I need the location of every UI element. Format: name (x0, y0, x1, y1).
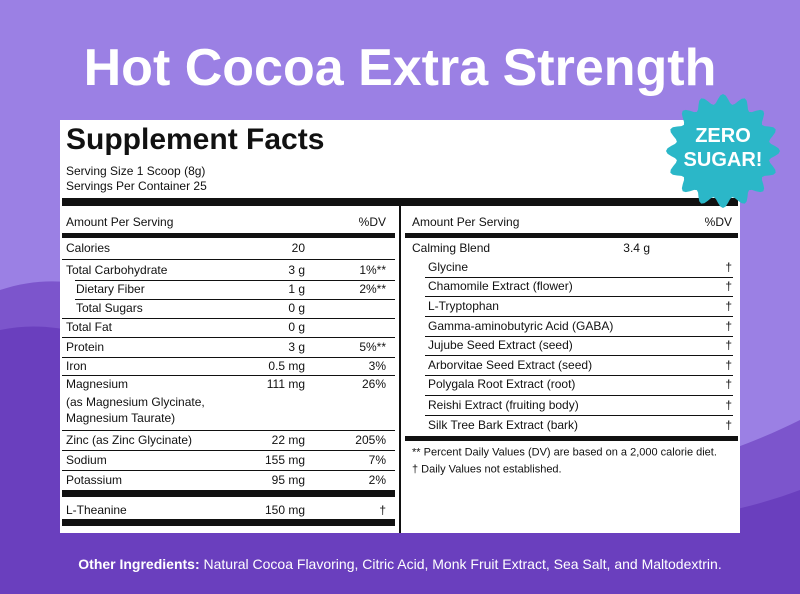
nutrient-amount: 0 g (288, 320, 305, 334)
panel-heading: Supplement Facts (66, 123, 325, 156)
badge-text: ZERO (695, 125, 751, 147)
thick-rule (62, 233, 395, 238)
row-rule (425, 296, 733, 297)
nutrient-dv: 26% (361, 377, 386, 391)
nutrient-name: Calories (66, 241, 111, 255)
nutrient-name: Magnesium (66, 377, 129, 391)
nutrient-name: Sodium (66, 453, 107, 467)
nutrient-name: Iron (66, 359, 87, 373)
nutrient-name: Total Fat (66, 320, 113, 334)
column-divider (399, 206, 401, 533)
nutrient-amount: 111 mg (266, 377, 305, 391)
blend-item-dv: † (725, 299, 732, 313)
nutrient-dv: 2% (368, 473, 386, 487)
blend-item: Polygala Root Extract (root) (428, 377, 576, 391)
badge: ZERO SUGAR! (666, 94, 780, 208)
nutrient-amount: 155 mg (264, 453, 305, 467)
blend-item-dv: † (725, 418, 732, 432)
blend-item-dv: † (725, 260, 732, 274)
thick-rule (405, 233, 738, 238)
nutrient-amount: 22 mg (271, 433, 305, 447)
nutrient-name: Protein (66, 340, 105, 354)
blend-item: Jujube Seed Extract (seed) (428, 338, 573, 352)
blend-item-dv: † (725, 338, 732, 352)
blend-item-dv: † (725, 279, 732, 293)
title: Hot Cocoa Extra Strength (83, 39, 717, 97)
row-rule (62, 259, 395, 260)
nutrient-name: Zinc (as Zinc Glycinate) (66, 433, 193, 447)
nutrient-dv: 1%** (359, 263, 386, 277)
other-text: Natural Cocoa Flavoring, Citric Acid, Mo… (203, 556, 722, 572)
row-rule (425, 375, 733, 376)
badge-text: SUGAR! (684, 149, 763, 171)
row-rule (62, 450, 395, 451)
nutrient-amount: 1 g (288, 282, 305, 296)
row-rule (425, 316, 733, 317)
header-dv: %DV (704, 215, 732, 229)
nutrient-amount: 0 g (288, 301, 305, 315)
nutrient-dv: 3% (368, 359, 386, 373)
row-rule (62, 337, 395, 338)
blend-name: Calming Blend (412, 241, 491, 255)
blend-item: Chamomile Extract (flower) (428, 279, 573, 293)
blend-item: L-Tryptophan (428, 299, 499, 313)
blend-item-dv: † (725, 319, 732, 333)
other-ingredients: Other Ingredients: Natural Cocoa Flavori… (0, 555, 800, 573)
row-rule (425, 336, 733, 337)
row-rule (75, 280, 395, 281)
nutrient-name: Potassium (66, 473, 123, 487)
serving-size: Serving Size 1 Scoop (8g) (66, 164, 206, 178)
nutrient-name: Total Carbohydrate (66, 263, 168, 277)
blend-item: Silk Tree Bark Extract (bark) (428, 418, 579, 432)
header-amount: Amount Per Serving (412, 215, 520, 229)
nutrient-amount: 150 mg (264, 503, 305, 517)
nutrient-dv: † (379, 503, 386, 517)
row-rule (425, 355, 733, 356)
footnote: ** Percent Daily Values (DV) are based o… (412, 446, 717, 459)
thick-rule (62, 519, 395, 526)
nutrient-amount: 20 (291, 241, 305, 255)
nutrient-dv: 5%** (359, 340, 386, 354)
blend-item: Arborvitae Seed Extract (seed) (428, 358, 593, 372)
nutrient-note: Magnesium Taurate) (66, 411, 176, 425)
nutrient-note: (as Magnesium Glycinate, (66, 395, 205, 409)
row-rule (62, 318, 395, 319)
nutrient-name: L-Theanine (66, 503, 127, 517)
thick-rule (62, 490, 395, 497)
header-amount: Amount Per Serving (66, 215, 174, 229)
thick-rule (405, 436, 738, 441)
row-rule (425, 277, 733, 278)
header-dv: %DV (358, 215, 386, 229)
nutrient-dv: 205% (355, 433, 386, 447)
row-rule (75, 299, 395, 300)
thick-rule (62, 198, 738, 206)
row-rule (425, 395, 733, 396)
servings-per-container: Servings Per Container 25 (66, 179, 207, 193)
nutrient-amount: 95 mg (271, 473, 305, 487)
row-rule (62, 375, 395, 376)
row-rule (62, 357, 395, 358)
row-rule (62, 430, 395, 431)
blend-amount: 3.4 g (623, 241, 650, 255)
blend-item-dv: † (725, 358, 732, 372)
nutrient-dv: 7% (368, 453, 386, 467)
blend-item-dv: † (725, 377, 732, 391)
nutrient-amount: 0.5 mg (268, 359, 305, 373)
other-label: Other Ingredients: (78, 556, 200, 572)
nutrient-name: Total Sugars (76, 301, 143, 315)
blend-item: Glycine (428, 260, 469, 274)
row-rule (62, 470, 395, 471)
nutrient-name: Dietary Fiber (76, 282, 145, 296)
footnote: † Daily Values not established. (412, 463, 562, 476)
blend-item: Gamma-aminobutyric Acid (GABA) (428, 319, 614, 333)
blend-item: Reishi Extract (fruiting body) (428, 398, 579, 412)
row-rule (425, 415, 733, 416)
nutrient-amount: 3 g (288, 340, 305, 354)
blend-item-dv: † (725, 398, 732, 412)
nutrient-amount: 3 g (288, 263, 305, 277)
facts-panel: Supplement Facts Serving Size 1 Scoop (8g… (60, 120, 740, 533)
nutrient-dv: 2%** (359, 282, 386, 296)
